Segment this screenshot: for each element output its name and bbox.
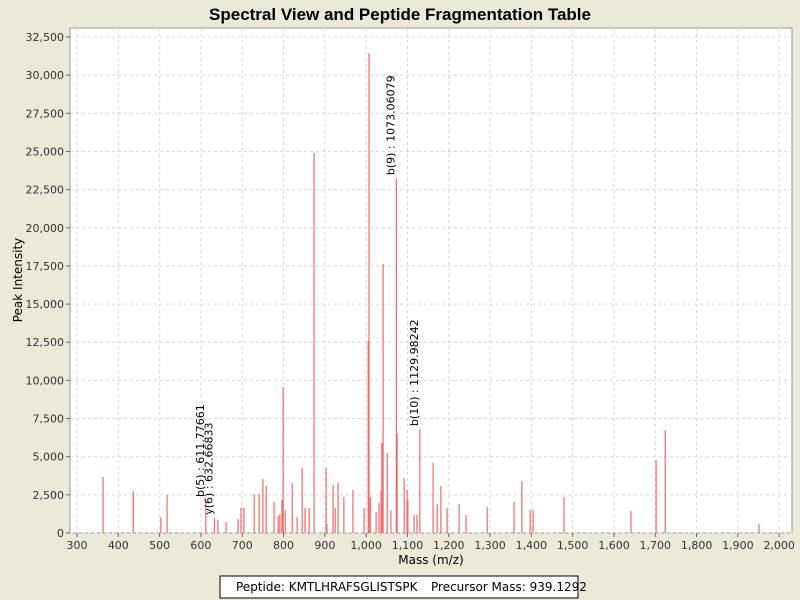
peak-annotation: b(5) : 611.77661 — [194, 404, 207, 497]
y-tick-label: 32,500 — [26, 31, 65, 44]
x-tick-label: 1,400 — [516, 539, 548, 552]
x-tick-label: 1,900 — [722, 539, 754, 552]
y-tick-label: 20,000 — [26, 222, 65, 235]
y-tick-label: 22,500 — [26, 184, 65, 197]
x-tick-label: 400 — [108, 539, 129, 552]
x-tick-label: 600 — [190, 539, 211, 552]
x-tick-label: 500 — [149, 539, 170, 552]
y-axis-label: Peak Intensity — [11, 238, 25, 323]
y-tick-label: 5,000 — [33, 451, 65, 464]
footer-box — [219, 575, 579, 599]
y-tick-label: 25,000 — [26, 145, 65, 158]
x-tick-label: 300 — [67, 539, 88, 552]
x-axis-label: Mass (m/z) — [398, 553, 463, 567]
x-tick-label: 900 — [314, 539, 335, 552]
y-tick-label: 2,500 — [33, 489, 65, 502]
peak-annotation: b(9) : 1073.06079 — [384, 75, 397, 175]
chart-title: Spectral View and Peptide Fragmentation … — [209, 5, 591, 24]
y-tick-label: 12,500 — [26, 336, 65, 349]
x-tick-label: 1,100 — [392, 539, 424, 552]
x-tick-label: 2,000 — [763, 539, 795, 552]
y-tick-label: 7,500 — [33, 413, 65, 426]
x-tick-label: 1,300 — [474, 539, 506, 552]
y-tick-label: 0 — [57, 527, 64, 540]
peak-annotation: y(6) : 632.66833 — [202, 422, 215, 514]
plot-area — [69, 27, 793, 534]
x-tick-label: 800 — [273, 539, 294, 552]
y-tick-label: 17,500 — [26, 260, 65, 273]
peptide-label: Peptide: KMTLHRAFSGLISTSPK — [236, 580, 419, 594]
y-tick-label: 27,500 — [26, 107, 65, 120]
x-tick-label: 1,700 — [640, 539, 672, 552]
y-tick-label: 30,000 — [26, 69, 65, 82]
x-tick-label: 1,500 — [557, 539, 589, 552]
x-tick-label: 1,600 — [598, 539, 630, 552]
precursor-label: Precursor Mass: 939.1292 — [431, 580, 587, 594]
x-tick-label: 700 — [232, 539, 253, 552]
x-tick-label: 1,800 — [681, 539, 713, 552]
y-tick-label: 15,000 — [26, 298, 65, 311]
y-tick-label: 10,000 — [26, 374, 65, 387]
peak-annotation: b(10) : 1129.98242 — [408, 319, 421, 426]
x-tick-label: 1,200 — [433, 539, 465, 552]
x-tick-label: 1,000 — [350, 539, 382, 552]
